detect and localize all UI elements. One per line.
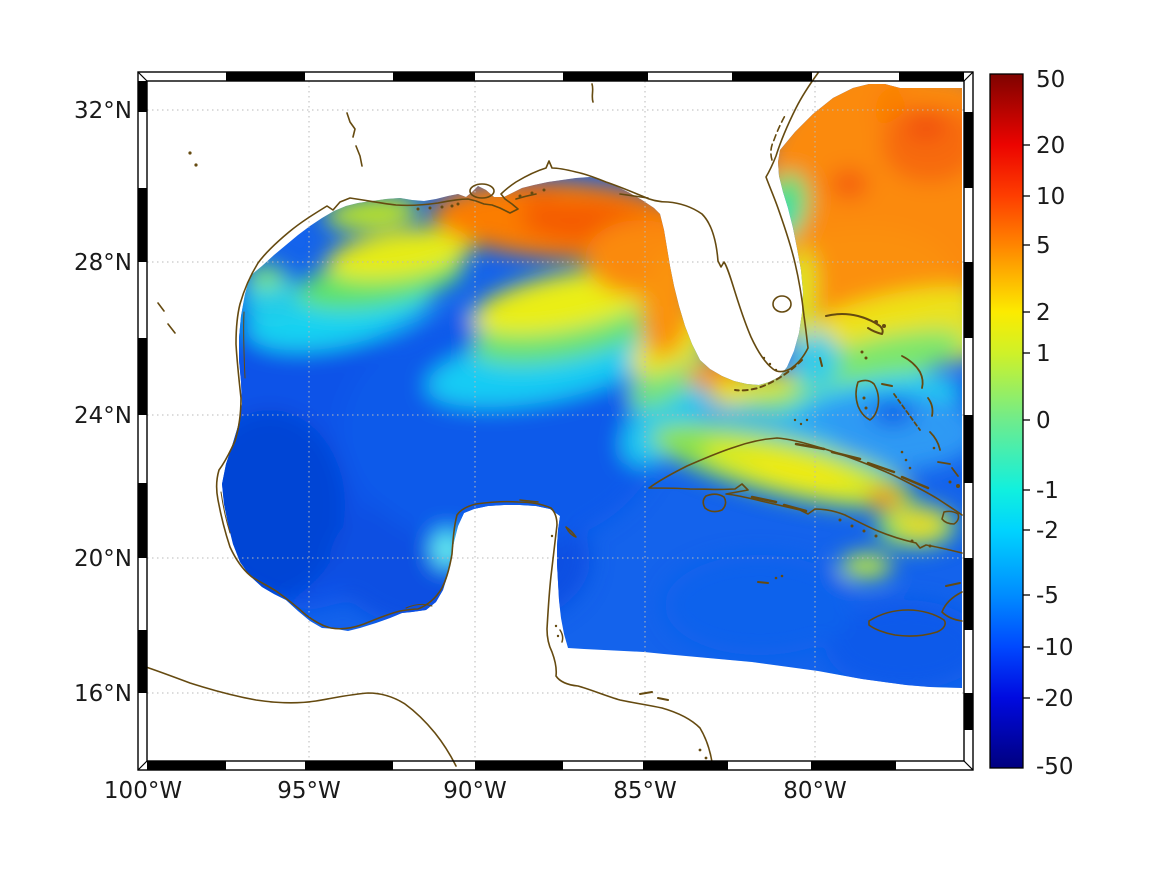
mainland-coastline: [215, 72, 819, 770]
hispaniola-tip: [941, 591, 963, 622]
colorbar-label: -1: [1036, 478, 1059, 504]
y-axis-labels: 32°N 28°N 24°N 20°N 16°N: [74, 98, 132, 707]
colorbar: 50 20 10 5 2 1 0 -1 -2 -5 -10 -20 -50: [989, 67, 1074, 780]
colorbar-label: -50: [1036, 754, 1074, 780]
colorbar-label: 0: [1036, 408, 1051, 434]
colorbar-label: -2: [1036, 518, 1059, 544]
island-specks: [188, 151, 960, 760]
colorbar-label: -5: [1036, 583, 1059, 609]
lon-label-85w: 85°W: [613, 778, 677, 804]
cuba-cays: [750, 442, 930, 513]
lake-okeechobee: [772, 295, 792, 313]
isla-juventud: [702, 493, 727, 513]
lon-label-100w: 100°W: [104, 778, 182, 804]
grand-bahama-abaco: [825, 313, 884, 335]
colorbar-labels: 50 20 10 5 2 1 0 -1 -2 -5 -10 -20 -50: [1036, 67, 1074, 780]
colorbar-label: 50: [1036, 67, 1065, 93]
jamaica-coastline: [868, 609, 946, 637]
eleuthera: [901, 355, 924, 389]
colorbar-label: 2: [1036, 300, 1051, 326]
colorbar-label: 10: [1036, 184, 1065, 210]
colorbar-ticks: [1023, 144, 1030, 699]
map-frame: [137, 71, 974, 771]
colorbar-label: 5: [1036, 233, 1051, 259]
field-blobs: [222, 84, 962, 688]
colorbar-label: 1: [1036, 341, 1051, 367]
lake-pontchartrain: [469, 183, 495, 199]
coastlines: [142, 72, 963, 770]
lat-label-20n: 20°N: [74, 546, 132, 572]
andros-island: [855, 379, 880, 421]
lat-label-16n: 16°N: [74, 681, 132, 707]
cuba-coastline: [648, 437, 963, 554]
lat-label-28n: 28°N: [74, 250, 132, 276]
colorbar-gradient: [989, 73, 1024, 769]
lon-label-90w: 90°W: [443, 778, 507, 804]
x-axis-labels: 100°W 95°W 90°W 85°W 80°W: [104, 778, 847, 804]
lon-label-80w: 80°W: [783, 778, 847, 804]
graticule: [147, 81, 964, 761]
anomaly-field: [222, 84, 962, 688]
lat-label-32n: 32°N: [74, 98, 132, 124]
colorbar-label: -20: [1036, 686, 1074, 712]
colorbar-label: -10: [1036, 635, 1074, 661]
colorbar-label: 20: [1036, 133, 1065, 159]
lon-label-95w: 95°W: [277, 778, 341, 804]
pacific-coastline: [142, 665, 457, 767]
lat-label-24n: 24°N: [74, 403, 132, 429]
